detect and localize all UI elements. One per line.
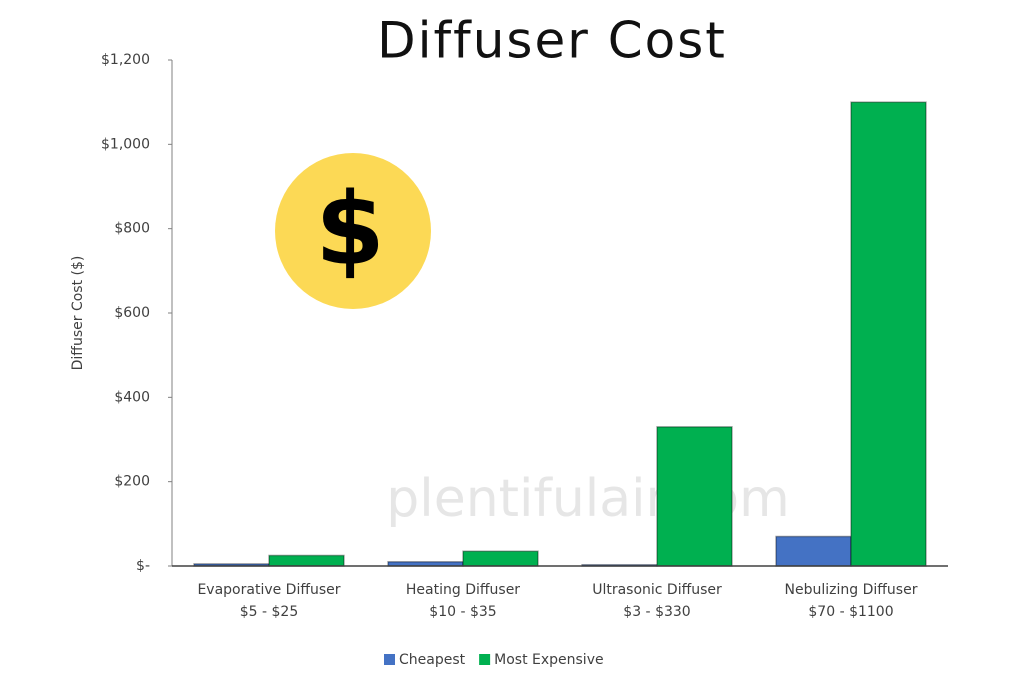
- y-tick-label: $200: [114, 474, 150, 490]
- y-tick-label: $800: [114, 221, 150, 237]
- bar: [268, 554, 345, 567]
- x-tick-label: Ultrasonic Diffuser: [592, 582, 722, 598]
- x-tick-label: Evaporative Diffuser: [197, 582, 340, 598]
- x-tick-label: $10 - $35: [429, 604, 496, 620]
- y-axis-label: Diffuser Cost ($): [70, 256, 86, 371]
- chart-title: Diffuser Cost: [377, 12, 727, 70]
- x-tick-label: $70 - $1100: [808, 604, 893, 620]
- icon-text: $: [315, 170, 385, 287]
- coin-icon: [275, 153, 431, 309]
- bar: [775, 535, 852, 567]
- bar: [462, 550, 539, 567]
- y-tick-label: $-: [136, 558, 150, 574]
- x-tick-label: Heating Diffuser: [406, 582, 520, 598]
- x-tick-label: Nebulizing Diffuser: [785, 582, 918, 598]
- x-tick-label: $3 - $330: [623, 604, 690, 620]
- y-tick-label: $1,000: [101, 136, 150, 152]
- legend-swatch: [479, 654, 491, 665]
- x-tick-label: $5 - $25: [240, 604, 299, 620]
- y-tick-label: $400: [114, 389, 150, 405]
- y-tick-label: $1,200: [101, 52, 150, 68]
- bar: [850, 101, 927, 567]
- legend-swatch: [384, 654, 395, 665]
- y-tick-label: $600: [114, 305, 150, 321]
- bar: [656, 426, 733, 567]
- legend-label: Cheapest: [399, 652, 466, 668]
- legend-label: Most Expensive: [494, 652, 603, 668]
